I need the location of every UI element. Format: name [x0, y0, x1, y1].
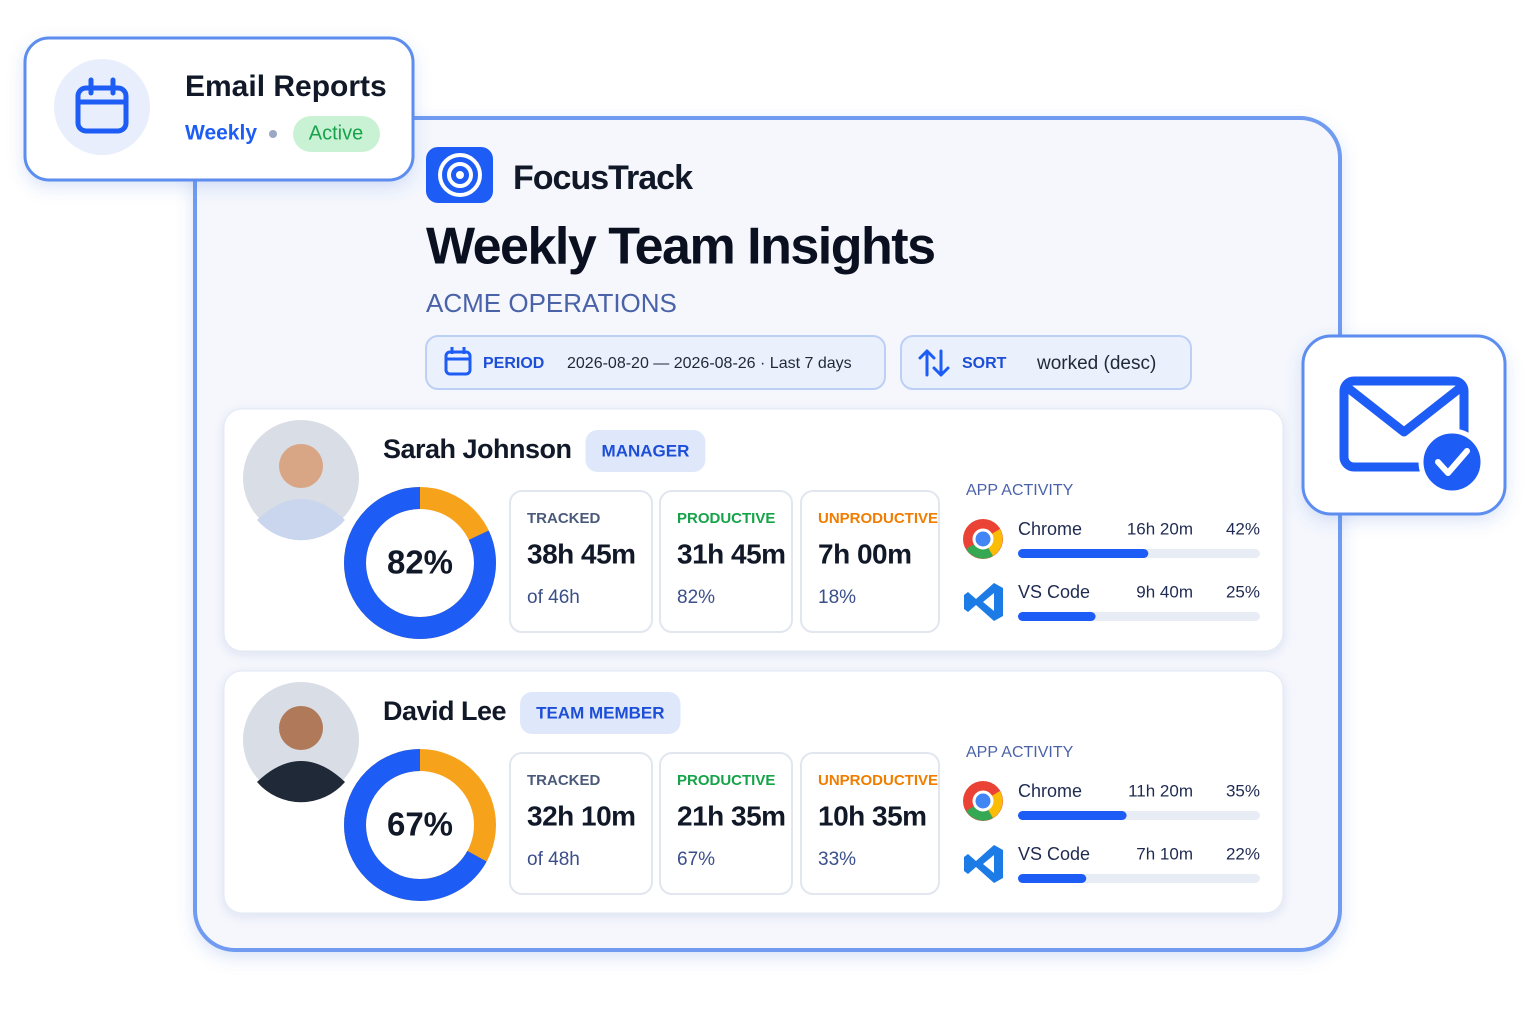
stat-label: UNPRODUCTIVE [818, 510, 938, 527]
app-share: 22% [1226, 844, 1260, 863]
member-card: Sarah Johnson MANAGER 82% TRACKED 38h 45m of … [223, 408, 1284, 652]
stat-label: TRACKED [527, 510, 600, 527]
stat-box [659, 490, 793, 633]
chrome-center [972, 528, 994, 550]
stat-label: UNPRODUCTIVE [818, 772, 938, 789]
brand-name: FocusTrack [513, 159, 693, 197]
app-icon [963, 519, 1003, 559]
stat-value: 32h 10m [527, 800, 636, 831]
role-label: TEAM MEMBER [536, 703, 664, 722]
app-bar [1018, 874, 1087, 883]
subtitle: ACME OPERATIONS [426, 288, 677, 318]
stat-label: PRODUCTIVE [677, 510, 775, 527]
stat-value: 7h 00m [818, 538, 912, 569]
app-icon [963, 781, 1003, 821]
email-reports-title: Email Reports [185, 70, 387, 103]
stat-sub: of 46h [527, 587, 580, 608]
app-share: 42% [1226, 519, 1260, 538]
role-label: MANAGER [602, 441, 690, 460]
app-time: 16h 20m [1127, 519, 1193, 538]
page-title: Weekly Team Insights [426, 218, 934, 276]
app-bar [1018, 612, 1096, 621]
sort-value: worked (desc) [1036, 353, 1156, 374]
member-name: Sarah Johnson [383, 434, 572, 464]
stat-sub: 67% [677, 849, 715, 870]
donut-productive [344, 749, 496, 901]
donut-label: 82% [387, 544, 453, 581]
stat-value: 38h 45m [527, 538, 636, 569]
app-name: VS Code [1018, 844, 1090, 864]
app-share: 25% [1226, 582, 1260, 601]
app-icon [964, 845, 1003, 883]
app-time: 9h 40m [1136, 582, 1193, 601]
stat-box [509, 490, 653, 633]
stat-value: 21h 35m [677, 800, 786, 831]
sort-label: SORT [962, 355, 1007, 372]
stat-sub: of 48h [527, 849, 580, 870]
app-activity-label: APP ACTIVITY [966, 482, 1074, 499]
brand-logo [426, 147, 493, 203]
stat-label: PRODUCTIVE [677, 772, 775, 789]
stat-box [800, 490, 940, 633]
sort-filter[interactable]: SORT worked (desc) [900, 335, 1192, 390]
member-list: Sarah Johnson MANAGER 82% TRACKED 38h 45m of … [223, 408, 1284, 914]
vscode-logo [964, 583, 1003, 621]
app-name: Chrome [1018, 519, 1082, 539]
app-name: Chrome [1018, 781, 1082, 801]
period-value: 2026-08-20 — 2026-08-26 · Last 7 days [567, 355, 852, 372]
app-activity-label: APP ACTIVITY [966, 744, 1074, 761]
member-card: David Lee TEAM MEMBER 67% TRACKED 32h 10m of … [223, 670, 1284, 914]
stat-label: TRACKED [527, 772, 600, 789]
email-reports-card[interactable]: Email Reports Weekly Active [23, 36, 415, 182]
avatar-head [279, 444, 323, 488]
vscode-logo [964, 845, 1003, 883]
app-bar [1018, 549, 1149, 558]
status-badge: Active [309, 122, 363, 144]
role-badge [585, 430, 706, 472]
stat-box [800, 752, 940, 895]
app-time: 11h 20m [1128, 781, 1193, 800]
avatar-head [279, 706, 323, 750]
avatar-body [257, 499, 345, 541]
avatar-body [257, 761, 345, 803]
stat-value: 31h 45m [677, 538, 786, 569]
stat-sub: 18% [818, 587, 856, 608]
app-time: 7h 10m [1136, 844, 1193, 863]
donut-productive [344, 487, 496, 639]
frequency: Weekly [185, 122, 257, 145]
app-name: VS Code [1018, 582, 1090, 602]
stat-sub: 33% [818, 849, 856, 870]
role-badge [520, 692, 681, 734]
stat-box [509, 752, 653, 895]
stat-box [659, 752, 793, 895]
member-name: David Lee [383, 696, 507, 726]
app-bar [1018, 811, 1127, 820]
period-filter[interactable]: PERIOD 2026-08-20 — 2026-08-26 · Last 7 … [425, 335, 886, 390]
donut-label: 67% [387, 806, 453, 843]
stat-sub: 82% [677, 587, 715, 608]
app-share: 35% [1226, 781, 1260, 800]
app-icon [964, 583, 1003, 621]
mail-card[interactable] [1301, 334, 1507, 516]
period-label: PERIOD [483, 355, 544, 372]
stat-value: 10h 35m [818, 800, 927, 831]
chrome-center [972, 790, 994, 812]
